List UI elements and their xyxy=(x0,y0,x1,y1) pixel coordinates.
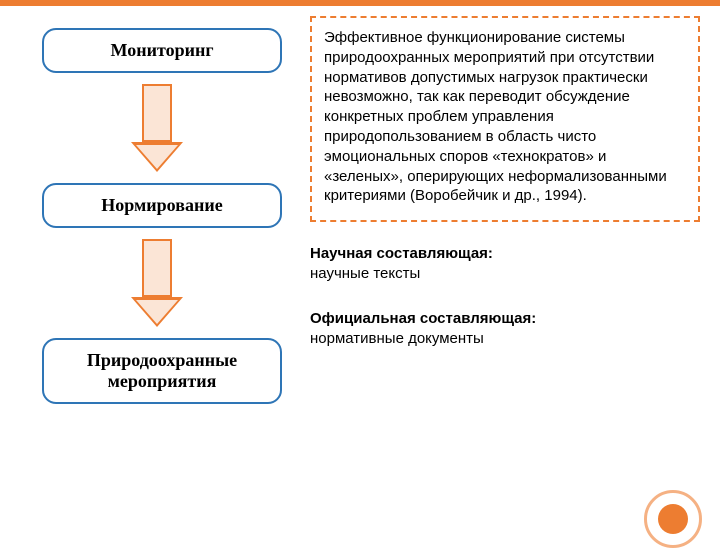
scientific-block: Научная составляющая: научные тексты xyxy=(310,244,700,285)
flow-node-norming: Нормирование xyxy=(42,183,282,228)
official-body: нормативные документы xyxy=(310,330,484,347)
flow-column: Мониторинг Нормирование Природоохранные … xyxy=(32,28,292,404)
scientific-body: научные тексты xyxy=(310,265,420,282)
arrow-1 xyxy=(142,73,183,183)
flow-node-label: Мониторинг xyxy=(110,40,213,60)
flow-node-measures: Природоохранные мероприятия xyxy=(42,338,282,404)
down-arrow-icon xyxy=(142,239,183,327)
text-column: Эффективное функционирование системы при… xyxy=(310,16,700,349)
down-arrow-icon xyxy=(142,84,183,172)
description-box: Эффективное функционирование системы при… xyxy=(310,16,700,222)
description-text: Эффективное функционирование системы при… xyxy=(324,29,667,204)
official-block: Официальная составляющая: нормативные до… xyxy=(310,309,700,350)
flow-node-label: Нормирование xyxy=(101,195,222,215)
flow-node-monitoring: Мониторинг xyxy=(42,28,282,73)
flow-node-label: мероприятия xyxy=(108,371,217,391)
top-accent-bar xyxy=(0,0,720,6)
official-title: Официальная составляющая: xyxy=(310,310,536,327)
corner-circle-inner xyxy=(658,504,688,534)
flow-node-label: Природоохранные xyxy=(87,350,237,370)
scientific-title: Научная составляющая: xyxy=(310,245,493,262)
arrow-2 xyxy=(142,228,183,338)
